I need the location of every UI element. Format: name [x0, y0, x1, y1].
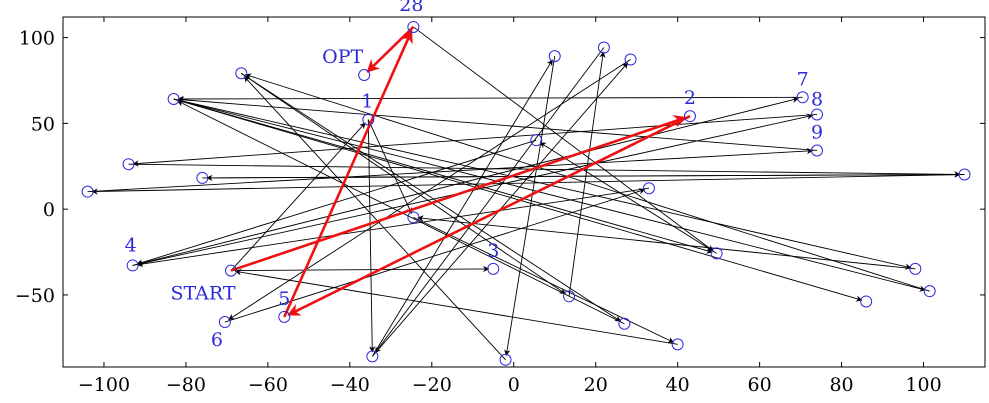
point-label: 6: [211, 329, 223, 351]
data-point: [196, 171, 209, 184]
edges: [87, 26, 965, 361]
point-labels: 28 OPT 1 2 3 4 5 6 78 9 START: [125, 0, 823, 351]
x-tick-label: −20: [412, 374, 452, 396]
data-point: [710, 247, 723, 260]
edge-arrow: [244, 73, 930, 292]
tick-labels: −100 −80 −60 −40 −20 0 20 40 60 80 100 −50 0 50 100: [15, 28, 942, 396]
data-point: [358, 68, 371, 81]
point-label: 5: [278, 288, 290, 310]
optimal-path-arrow: [287, 115, 691, 317]
data-point: [407, 211, 420, 224]
edge-arrow: [367, 119, 376, 353]
data-point: [671, 338, 684, 351]
edge-arrow: [87, 147, 814, 193]
x-tick-label: −100: [78, 374, 130, 396]
data-point: [810, 108, 823, 121]
x-tick-label: 100: [905, 374, 941, 396]
edge-arrow: [173, 98, 912, 270]
data-point: [618, 317, 631, 330]
edge-arrow: [241, 72, 566, 295]
data-point: [225, 264, 238, 277]
data-point: [548, 50, 561, 63]
edge-arrow: [177, 95, 803, 103]
point-label: 7: [797, 68, 809, 90]
y-tick-label: −50: [15, 285, 55, 307]
edge-arrow: [202, 171, 961, 179]
data-point: [624, 53, 637, 66]
data-point: [362, 113, 375, 126]
data-point: [810, 144, 823, 157]
edge-arrow: [371, 59, 553, 357]
optimal-path-arrow: [366, 26, 415, 73]
edge-arrow: [241, 72, 622, 322]
edge-arrow: [224, 188, 646, 323]
data-point: [563, 290, 576, 303]
optimal-path-arrow: [230, 115, 687, 272]
edge-arrow: [568, 51, 606, 297]
x-tick-label: 0: [508, 374, 520, 396]
data-point: [407, 20, 420, 33]
x-tick-label: 40: [666, 374, 690, 396]
edge-arrow: [136, 187, 650, 268]
edge-arrow: [234, 269, 678, 345]
x-tick-label: −80: [166, 374, 206, 396]
edge-arrow: [173, 98, 926, 292]
data-point: [796, 91, 809, 104]
data-point: [958, 168, 971, 181]
point-label: 28: [399, 0, 423, 16]
optimal-path-arrow: [283, 29, 413, 318]
axis-ticks: [63, 17, 985, 367]
data-point: [860, 295, 873, 308]
points: [81, 20, 971, 366]
edge-arrow: [539, 142, 717, 254]
x-tick-label: 60: [748, 374, 772, 396]
plot-frame: [62, 16, 986, 368]
edge-arrow: [231, 265, 490, 273]
data-point: [81, 185, 94, 198]
y-tick-label: 50: [31, 113, 55, 135]
data-point: [366, 350, 379, 363]
x-tick-label: −60: [248, 374, 288, 396]
optimal-path: [230, 26, 691, 318]
edge-arrow: [177, 96, 818, 151]
data-point: [167, 93, 180, 106]
edge-arrow: [367, 119, 412, 214]
data-point: [126, 259, 139, 272]
data-point: [487, 262, 500, 275]
data-point: [923, 285, 936, 298]
edge-arrow: [243, 76, 506, 361]
data-point: [530, 134, 543, 147]
data-point: [597, 41, 610, 54]
data-point: [122, 158, 135, 171]
point-label: 1: [361, 91, 373, 113]
data-point: [642, 182, 655, 195]
edge-arrow: [413, 216, 675, 343]
point-label: 2: [684, 87, 696, 109]
x-tick-label: 20: [584, 374, 608, 396]
point-label: 4: [125, 234, 137, 256]
edge-arrow: [374, 47, 605, 354]
edge-arrow: [173, 98, 863, 302]
point-label: 9: [811, 121, 823, 143]
point-label: 8: [811, 88, 823, 110]
edge-arrow: [91, 174, 965, 195]
edge-arrow: [228, 59, 631, 320]
point-label: OPT: [322, 46, 363, 68]
x-tick-label: −40: [330, 374, 370, 396]
point-label: 3: [487, 240, 499, 262]
y-tick-label: 0: [43, 199, 55, 221]
data-point: [499, 353, 512, 366]
data-point: [909, 262, 922, 275]
edge-arrow: [132, 114, 818, 167]
y-tick-label: 100: [19, 28, 55, 50]
edge-arrow: [413, 26, 714, 252]
data-point: [218, 316, 231, 329]
point-label: START: [171, 283, 236, 305]
edge-arrow: [173, 98, 713, 254]
data-point: [235, 67, 248, 80]
data-point: [278, 310, 291, 323]
x-tick-label: 80: [829, 374, 853, 396]
data-point: [683, 110, 696, 123]
